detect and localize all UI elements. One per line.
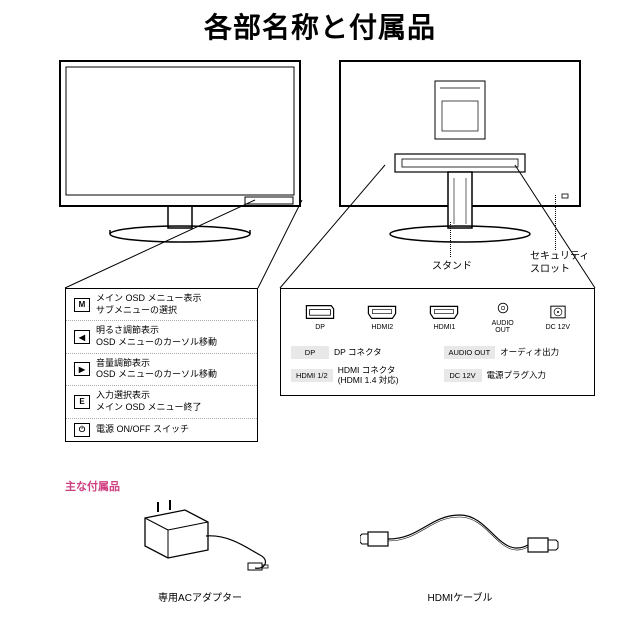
desc-m: メイン OSD メニュー表示 サブメニューの選択 <box>96 293 202 316</box>
label-security-slot: セキュリティ スロット <box>530 250 589 276</box>
accessory-hdmi-cable: HDMIケーブル <box>360 500 560 604</box>
dc-jack-icon <box>545 303 571 321</box>
dp-icon <box>304 303 336 321</box>
key-e: E <box>74 395 90 409</box>
button-panel: M メイン OSD メニュー表示 サブメニューの選択 ◀ 明るさ調節表示 OSD… <box>65 288 258 442</box>
button-row-e: E 入力選択表示 メイン OSD メニュー終了 <box>66 386 257 418</box>
hdmi-cable-icon <box>360 500 560 580</box>
button-row-right: ▶ 音量調節表示 OSD メニューのカーソル移動 <box>66 354 257 386</box>
desc-dc: DC 12V 電源プラグ入力 <box>444 365 585 385</box>
key-m: M <box>74 298 90 312</box>
port-descriptions: DP DP コネクタ AUDIO OUT オーディオ出力 HDMI 1/2 HD… <box>281 338 594 395</box>
desc-left: 明るさ調節表示 OSD メニューのカーソル移動 <box>96 325 217 348</box>
button-row-left: ◀ 明るさ調節表示 OSD メニューのカーソル移動 <box>66 321 257 353</box>
port-dp: DP <box>304 303 336 331</box>
ports-panel: DP HDMI2 HDMI1 AUDIO OUT <box>280 288 595 396</box>
desc-e: 入力選択表示 メイン OSD メニュー終了 <box>96 390 202 413</box>
button-row-power: ⏻ 電源 ON/OFF スイッチ <box>66 419 257 441</box>
key-power: ⏻ <box>74 423 90 437</box>
leader-stand <box>450 222 451 257</box>
key-left: ◀ <box>74 330 90 344</box>
port-audio: AUDIO OUT <box>491 299 515 334</box>
adapter-label: 専用ACアダプター <box>110 589 290 604</box>
accessories-title: 主な付属品 <box>65 478 120 494</box>
monitor-diagrams <box>0 56 640 251</box>
port-hdmi2: HDMI2 <box>366 303 398 331</box>
leader-security <box>555 195 556 250</box>
desc-dp: DP DP コネクタ <box>291 346 432 359</box>
button-row-m: M メイン OSD メニュー表示 サブメニューの選択 <box>66 289 257 321</box>
label-stand: スタンド <box>432 257 472 272</box>
port-icons-row: DP HDMI2 HDMI1 AUDIO OUT <box>281 289 594 338</box>
desc-hdmi: HDMI 1/2 HDMI コネクタ (HDMI 1.4 対応) <box>291 365 432 385</box>
desc-power: 電源 ON/OFF スイッチ <box>96 424 189 436</box>
port-dc: DC 12V <box>545 303 571 331</box>
hdmi-cable-label: HDMIケーブル <box>360 589 560 604</box>
monitor-back <box>330 56 590 251</box>
port-hdmi1: HDMI1 <box>428 303 460 331</box>
audio-jack-icon <box>491 299 515 317</box>
accessory-adapter: 専用ACアダプター <box>110 500 290 604</box>
monitor-front <box>50 56 310 251</box>
hdmi-icon <box>428 303 460 321</box>
ac-adapter-icon <box>110 500 290 580</box>
hdmi-icon <box>366 303 398 321</box>
desc-audio: AUDIO OUT オーディオ出力 <box>444 346 585 359</box>
desc-right: 音量調節表示 OSD メニューのカーソル移動 <box>96 358 217 381</box>
key-right: ▶ <box>74 362 90 376</box>
page-title: 各部名称と付属品 <box>0 0 640 46</box>
